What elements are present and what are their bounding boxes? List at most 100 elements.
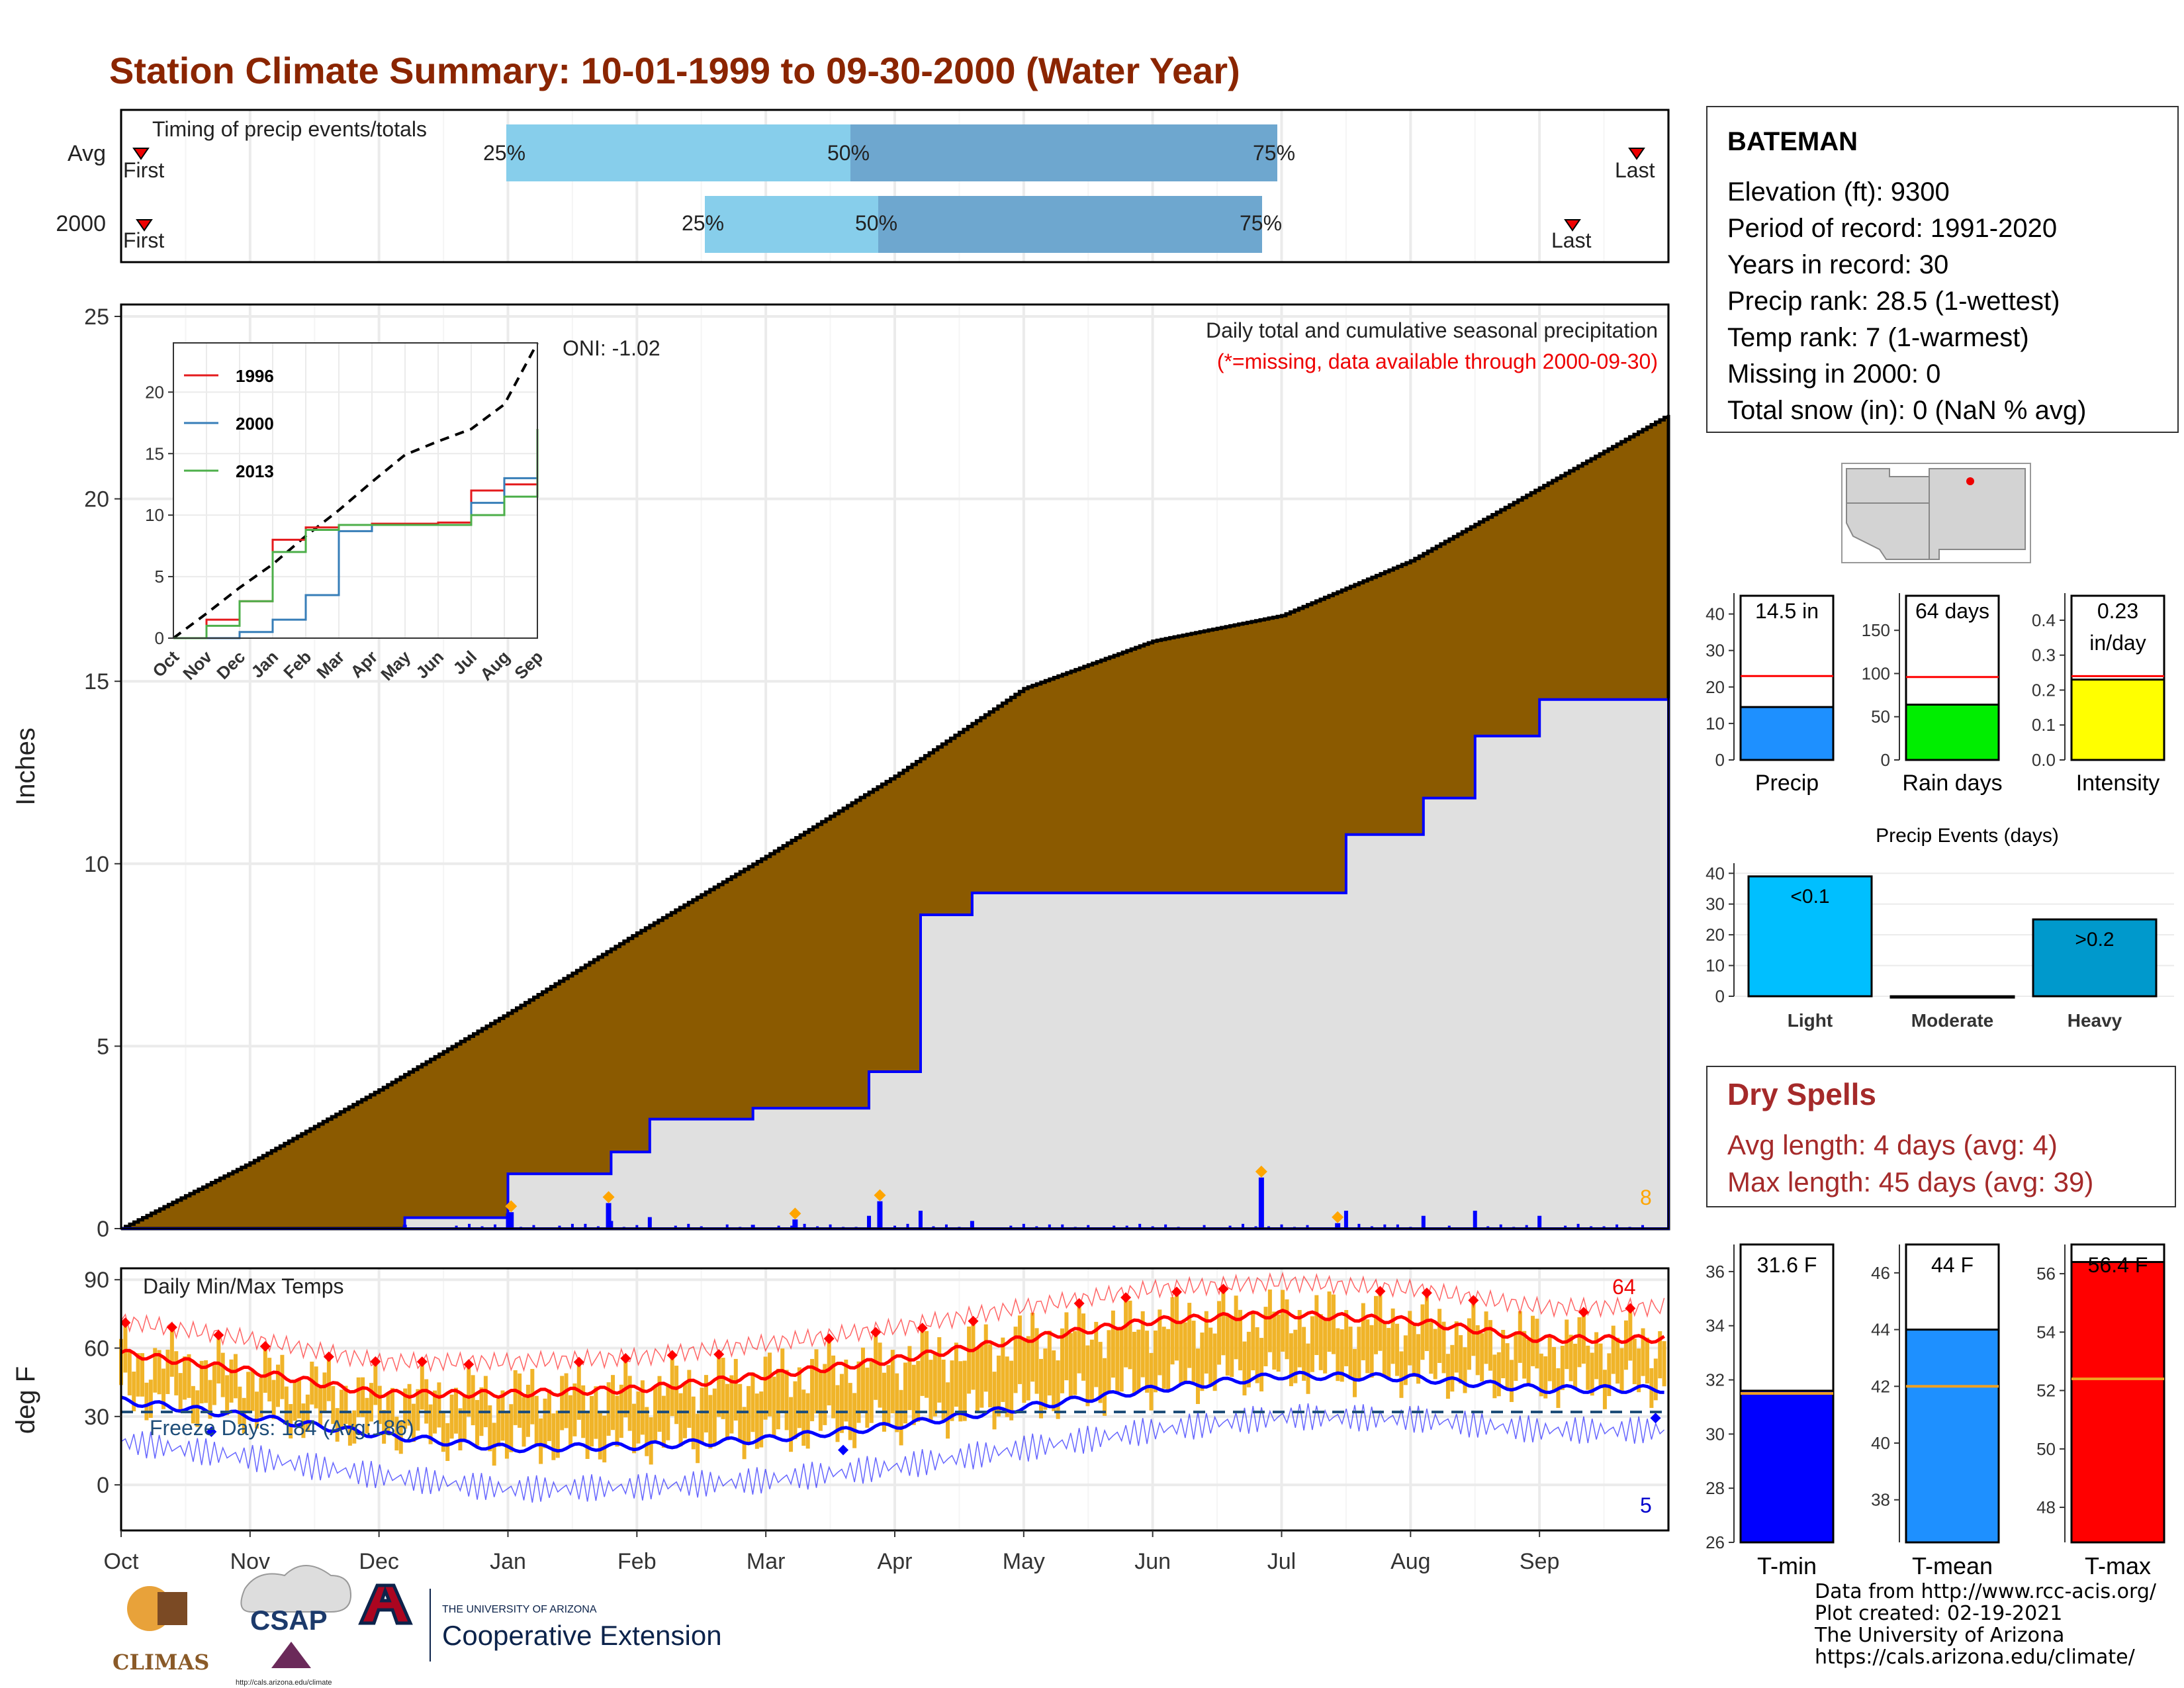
precip-annotation: Daily total and cumulative seasonal prec… [1206,318,1658,342]
temp-range-bar [1208,1327,1213,1387]
x-tick-label: Dec [359,1549,398,1574]
temp-bar-category-label: T-mean [1912,1552,1993,1579]
precip-bar [1447,1225,1451,1229]
record-max-line [120,1271,1665,1373]
temp-bar-tick-label: 28 [1706,1478,1725,1498]
temp-range-bar [602,1415,607,1463]
small-bar-value-label: 14.5 in [1755,599,1819,623]
temp-range-bar [1242,1341,1247,1395]
temp-range-bar [276,1364,281,1407]
temp-range-bar [543,1398,547,1448]
temp-range-bar [199,1360,204,1404]
temp-bar [2070,1260,2165,1544]
precip-bar [700,1226,703,1229]
temp-range-bar [1607,1353,1612,1396]
precip-bar [1357,1223,1361,1229]
temp-range-bar [903,1362,908,1424]
temp-range-bar [1073,1331,1077,1395]
temp-range-bar [331,1385,336,1425]
temp-range-bar [1369,1325,1374,1378]
inset-legend-label: 2013 [236,461,274,481]
precip-bar [558,1225,561,1229]
temp-range-bar [250,1370,255,1411]
temp-range-bar [704,1375,708,1432]
inset-frame [173,342,538,639]
temp-range-bar [216,1335,221,1383]
temp-y-tick-label: 90 [84,1268,109,1293]
temp-range-bar [1187,1303,1192,1368]
temp-range-bar [500,1390,505,1441]
temp-range-bar [522,1397,526,1447]
temp-range-bar [127,1352,132,1395]
events-category-label: Moderate [1911,1010,1993,1031]
temp-range-bar [361,1377,365,1417]
precip-bar [1203,1225,1206,1229]
temp-range-bar [954,1342,958,1407]
temp-range-bar [590,1395,594,1447]
temp-range-bar [1522,1331,1527,1379]
events-tick-label: 10 [1706,956,1725,976]
precip-bar [1113,1225,1116,1229]
temp-range-bar [1255,1327,1259,1383]
temp-range-bar [289,1404,293,1438]
temp-range-bar [865,1368,870,1428]
precip-panel: 0 5 10 15 20 25 Daily total and cumulative se… [11,303,1670,1242]
precip-bar [610,1224,613,1229]
precip-bar [1564,1225,1567,1229]
temp-range-bar [1590,1352,1594,1396]
temp-range-bar [373,1362,378,1405]
temp-range-bar [314,1366,318,1409]
temp-range-bar [585,1411,590,1459]
temp-range-bar [747,1385,751,1443]
temp-range-bar [564,1373,569,1429]
temp-range-bar [996,1355,1001,1417]
temp-range-bar [1569,1335,1573,1382]
temp-range-bar [441,1412,445,1452]
temp-range-bar [488,1405,492,1452]
temp-bar-value-label: 31.6 F [1757,1253,1817,1277]
temp-range-bar [784,1370,789,1430]
precip-bar [932,1226,935,1229]
svg-text:Cooperative Extension: Cooperative Extension [442,1620,722,1651]
temp-range-bar [1174,1292,1179,1361]
temp-range-bar [1352,1348,1357,1397]
events-tick-label: 0 [1715,986,1725,1006]
temp-range-bar [174,1351,179,1395]
precip-bar [1383,1224,1387,1229]
temp-range-bar [874,1333,878,1400]
temp-y-tick-label: 60 [84,1336,109,1362]
temp-range-bar [1251,1311,1255,1371]
y-tick-label: 0 [97,1217,109,1242]
inset-line-2000 [173,459,539,639]
temp-range-bar [661,1395,666,1448]
temp-range-bar [632,1403,637,1454]
precip-bar [570,1223,574,1229]
y-tick-label: 5 [97,1034,109,1059]
precip-bar [906,1223,909,1229]
temp-range-bar [1085,1345,1090,1407]
temp-range-bar [161,1368,166,1409]
precip-bar [868,1225,871,1229]
temp-range-bar [518,1373,522,1428]
precip-bar [1306,1225,1309,1229]
temp-range-bar [433,1390,437,1434]
temp-range-bar [1539,1353,1543,1397]
temp-range-bar [1420,1304,1425,1360]
small-bar-category-label: Intensity [2076,771,2160,796]
station-temp-rank: Temp rank: 7 (1-warmest) [1727,323,2029,352]
precip-bar [494,1224,497,1229]
temp-range-bar [1615,1337,1620,1384]
x-tick-label: Jan [490,1549,526,1574]
temp-bar-tick-label: 34 [1706,1316,1725,1336]
temp-range-bar [310,1361,314,1405]
record-low-marker [1650,1413,1661,1424]
events-bar-label: <0.1 [1790,886,1829,908]
temp-range-bar [1488,1320,1492,1371]
temp-range-bar [1267,1289,1272,1352]
inset-legend-label: 1996 [236,366,274,386]
temp-range-bar [377,1385,382,1425]
precip-bar [1602,1226,1606,1229]
x-tick-label: Sep [1520,1549,1560,1574]
temp-range-bar [975,1348,979,1411]
temp-range-bar [869,1362,874,1423]
